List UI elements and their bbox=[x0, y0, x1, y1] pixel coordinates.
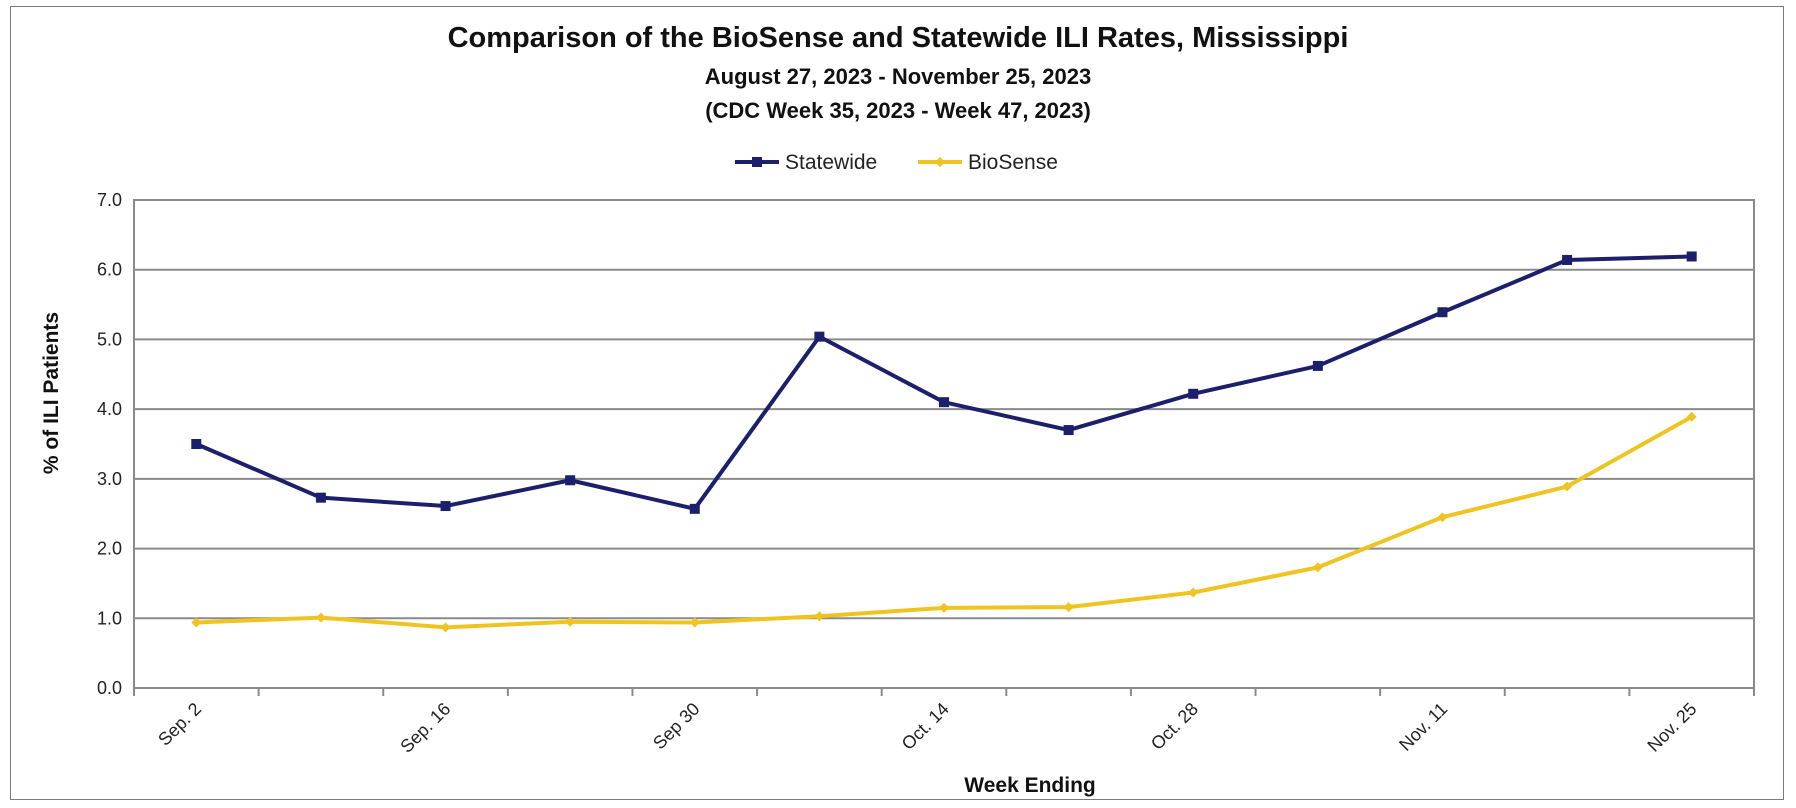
x-tick-label: Nov. 11 bbox=[1395, 699, 1451, 755]
chart-title: Comparison of the BioSense and Statewide… bbox=[447, 22, 1349, 54]
data-point-biosense bbox=[1312, 562, 1323, 573]
data-point-statewide bbox=[1437, 307, 1448, 318]
y-tick-label: 6.0 bbox=[97, 260, 122, 280]
y-tick-label: 2.0 bbox=[97, 539, 122, 559]
x-tick-label: Oct. 14 bbox=[898, 699, 953, 754]
data-point-statewide bbox=[1188, 388, 1199, 399]
data-point-biosense bbox=[191, 617, 202, 628]
x-tick-label: Sep. 2 bbox=[154, 699, 205, 750]
data-point-statewide bbox=[689, 503, 700, 514]
y-tick-label: 3.0 bbox=[97, 469, 122, 489]
data-point-biosense bbox=[1188, 587, 1199, 598]
legend-marker-biosense bbox=[935, 157, 945, 167]
data-point-biosense bbox=[939, 602, 949, 613]
chart-subtitle-weeks: (CDC Week 35, 2023 - Week 47, 2023) bbox=[705, 98, 1091, 123]
gridlines bbox=[134, 199, 1754, 689]
y-axis-title: % of ILI Patients bbox=[40, 312, 63, 474]
data-point-biosense bbox=[1063, 602, 1074, 613]
legend-label-biosense: BioSense bbox=[968, 151, 1058, 174]
legend: Statewide BioSense bbox=[735, 151, 1058, 174]
y-tick-label: 1.0 bbox=[97, 608, 122, 628]
data-point-statewide bbox=[191, 439, 202, 449]
data-point-statewide bbox=[565, 475, 576, 486]
chart-frame bbox=[10, 6, 1784, 800]
y-tick-label: 0.0 bbox=[97, 678, 122, 698]
y-tick-label: 5.0 bbox=[97, 329, 122, 349]
data-point-biosense bbox=[1562, 481, 1573, 492]
data-point-biosense bbox=[689, 617, 700, 628]
x-tick-label: Sep 30 bbox=[649, 699, 703, 753]
data-point-statewide bbox=[1562, 254, 1573, 265]
legend-marker-statewide bbox=[752, 157, 762, 167]
data-point-statewide bbox=[1063, 425, 1074, 436]
data-point-biosense bbox=[315, 612, 326, 623]
x-tick-label: Nov. 25 bbox=[1643, 699, 1700, 756]
data-point-statewide bbox=[1686, 251, 1697, 262]
data-point-biosense bbox=[565, 616, 576, 627]
y-tick-label: 4.0 bbox=[97, 399, 122, 419]
data-point-statewide bbox=[939, 397, 949, 408]
data-point-statewide bbox=[814, 331, 825, 342]
x-tick-label: Oct. 28 bbox=[1147, 699, 1202, 754]
x-tick-label: Sep. 16 bbox=[396, 699, 454, 757]
data-point-statewide bbox=[315, 492, 326, 503]
series-line-statewide bbox=[195, 254, 1692, 511]
data-point-biosense bbox=[1686, 411, 1697, 422]
x-axis-title: Week Ending bbox=[964, 774, 1095, 797]
plot-area-border bbox=[133, 199, 1755, 689]
legend-label-statewide: Statewide bbox=[785, 151, 877, 174]
chart-subtitle-dates: August 27, 2023 - November 25, 2023 bbox=[704, 64, 1092, 89]
data-point-biosense bbox=[814, 611, 825, 622]
data-point-statewide bbox=[1312, 360, 1323, 371]
y-tick-label: 7.0 bbox=[97, 190, 122, 210]
data-point-biosense bbox=[1437, 512, 1448, 523]
series-line-biosense bbox=[196, 415, 1693, 630]
axes: 0.0 1.0 2.0 3.0 4.0 5.0 6.0 7.0 Sep. 2 Sep. 16 Sep… bbox=[97, 190, 1755, 757]
data-point-biosense bbox=[440, 622, 451, 633]
series-layer bbox=[191, 251, 1697, 633]
data-point-statewide bbox=[440, 501, 451, 512]
